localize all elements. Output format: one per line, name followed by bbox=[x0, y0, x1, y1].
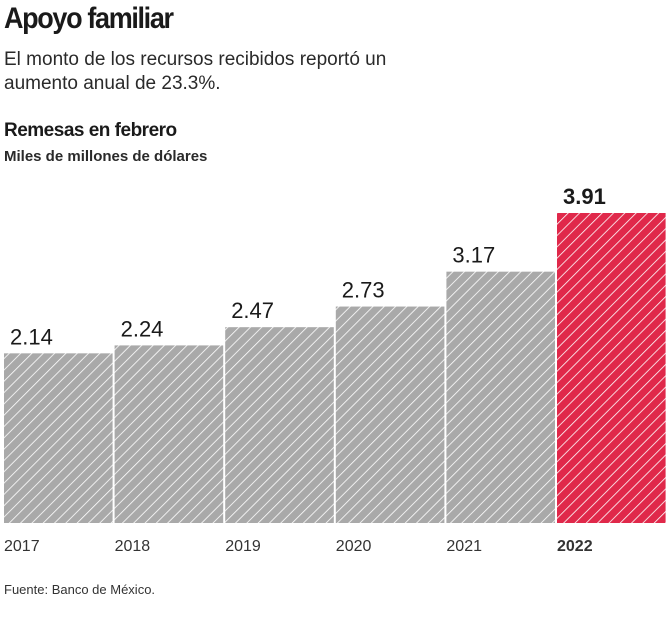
data-label-2019: 2.47 bbox=[231, 298, 274, 323]
chart-unit-label: Miles de millones de dólares bbox=[4, 148, 208, 165]
data-label-2021: 3.17 bbox=[452, 243, 495, 268]
bar-2021 bbox=[446, 271, 555, 523]
chart-title: Remesas en febrero bbox=[4, 120, 177, 141]
data-label-2020: 2.73 bbox=[342, 278, 385, 303]
data-label-2017: 2.14 bbox=[10, 324, 53, 349]
bar-2018 bbox=[114, 345, 224, 523]
bar-2022 bbox=[557, 213, 666, 523]
x-tick-label-2017: 2017 bbox=[4, 538, 40, 555]
x-tick-label-2022: 2022 bbox=[557, 538, 593, 555]
data-label-2022: 3.91 bbox=[563, 184, 606, 209]
data-label-2018: 2.24 bbox=[121, 316, 164, 341]
bar-2017 bbox=[4, 353, 113, 523]
x-tick-label-2020: 2020 bbox=[336, 538, 372, 555]
x-tick-label-2018: 2018 bbox=[115, 538, 151, 555]
bar-2020 bbox=[335, 306, 445, 523]
page-subtitle: El monto de los recursos recibidos repor… bbox=[4, 49, 387, 94]
page-title: Apoyo familiar bbox=[4, 2, 174, 35]
source-note: Fuente: Banco de México. bbox=[4, 582, 156, 597]
x-tick-label-2019: 2019 bbox=[225, 538, 261, 555]
x-tick-label-2021: 2021 bbox=[446, 538, 482, 555]
bar-2019 bbox=[225, 327, 334, 523]
